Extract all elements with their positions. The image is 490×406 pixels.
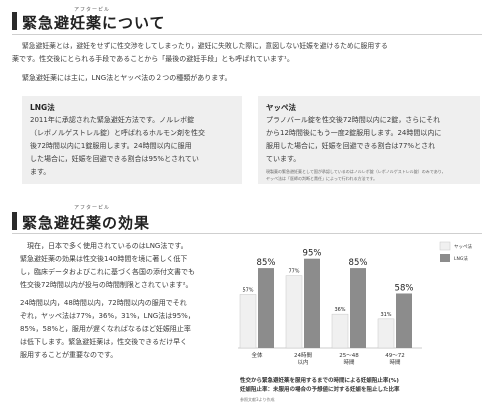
chart-caption: 性交から緊急避妊薬を服用するまでの時間による妊娠阻止率(%) [240,378,399,384]
types-paragraph: 緊急避妊薬には主に，LNG法とヤッペ法の２つの種類があります。 [22,74,232,82]
lng-line: ます。 [30,168,51,176]
effect-line: 85%，58%と，服用が遅くなればなるほど妊娠阻止率 [20,325,191,333]
heading-ruby: アフターピル [74,205,111,211]
bar-lng [304,258,320,348]
legend-label: ヤッペ法 [454,243,472,250]
bar-yuzpe [331,313,349,349]
bar-lng [350,268,366,348]
yuzpe-line: 服用した場合に，妊娠を回避できる割合は77%とされ [266,142,436,150]
bar-yuzpe [377,318,395,349]
effect-line: ぞれ，ヤッペ法は77%，36%，31%，LNG法は95%， [20,312,195,320]
category-label: 時間 [343,358,355,366]
yuzpe-line: から12時間後にもう一度2錠服用します。24時間以内に [266,129,442,137]
yuzpe-footnote: 現製薬の緊急避妊薬として国が承認しているのはノルレボ錠（レボノルゲストレル錠）の… [266,168,445,182]
lng-line: 2011年に承認された緊急避妊方法です。ノルレボ錠 [30,116,195,124]
category-label: 全体 [251,351,263,359]
category-label: 時間 [389,358,401,366]
intro-line: 緊急避妊薬とは，避妊をせずに性交渉をしてしまったり，避妊に失敗した際に，意図しな… [22,42,388,50]
data-label: 57% [242,287,253,293]
yuzpe-box-body: プラノバール錠を性交後72時間以内に2錠，さらにそれ から12時間後にもう一度2… [266,114,480,166]
category-label: 以内 [297,358,308,366]
data-label: 85% [349,258,368,268]
yuzpe-line: ています。 [266,155,301,163]
legend-label: LNG法 [454,255,468,262]
data-label: 58% [395,283,414,293]
legend-swatch [439,241,451,251]
data-label: 85% [257,258,276,268]
intro-line: 薬です。性交後にとられる手段であることから「最後の避妊手段」とも呼ばれています¹… [12,55,294,63]
effect-line: 服用することが重要なのです。 [20,351,118,359]
heading-bar-mark [12,12,17,30]
footnote-line: 現製薬の緊急避妊薬として国が承認しているのはノルレボ錠（レボノルゲストレル錠）の… [266,169,446,174]
section-title: 緊急避妊薬について [22,14,166,32]
effect-paragraph: 現在，日本で多く使用されているのはLNG法です。 緊急避妊薬の効果は性交後140… [20,240,232,362]
heading-bar-mark [12,212,17,230]
effect-line: 緊急避妊薬の効果は性交後140時間を境に著しく低下 [20,255,188,263]
legend-swatch [440,254,450,262]
lng-line: した場合に，妊娠を回避できる割合は95%とされてい [30,155,199,163]
effect-line: 現在，日本で多く使用されているのはLNG法です。 [27,242,188,250]
bar-yuzpe [239,294,257,349]
yuzpe-box-title: ヤッペ法 [266,103,296,112]
chart-caption-note: 妊娠阻止率：未服用の場合の予想値に対する妊娠を阻止した比率 [240,387,400,393]
effect-line: 性交後72時間以内が投与の時間制限とされています²。 [20,281,193,289]
data-label: 95% [303,249,322,259]
data-label: 31% [380,312,391,318]
heading-rule [12,233,482,234]
section-heading-effect: アフターピル 緊急避妊薬の効果 [12,202,482,234]
bar-lng [396,293,412,348]
lng-line: 後72時間以内に1錠服用します。24時間以内に服用 [30,142,192,150]
heading-ruby: アフターピル [74,7,111,13]
yuzpe-line: プラノバール錠を性交後72時間以内に2錠，さらにそれ [266,116,441,124]
yuzpe-method-box: ヤッペ法 プラノバール錠を性交後72時間以内に2錠，さらにそれ から12時間後に… [258,96,480,184]
chart-svg: 57%85%全体77%95%24時間以内36%85%25〜48時間31%58%4… [238,241,472,366]
lng-box-title: LNG法 [30,103,55,112]
intro-paragraph: 緊急避妊薬とは，避妊をせずに性交渉をしてしまったり，避妊に失敗した際に，意図しな… [12,40,482,66]
data-label: 36% [334,307,345,313]
category-label: 24時間 [294,351,312,359]
chart-source: 参照文献3より作成 [240,397,275,402]
heading-rule [12,34,482,35]
lng-method-box: LNG法 2011年に承認された緊急避妊方法です。ノルレボ錠 （レボノルゲストレ… [22,96,242,184]
bar-yuzpe [285,275,303,349]
lng-line: （レボノルゲストレル錠）と呼ばれるホルモン剤を性交 [30,129,205,137]
effect-line: は低下します。緊急避妊薬は，性交後できるだけ早く [20,338,188,346]
category-label: 25〜48 [339,353,359,359]
lng-box-body: 2011年に承認された緊急避妊方法です。ノルレボ錠 （レボノルゲストレル錠）と呼… [30,114,240,179]
bar-lng [258,268,274,348]
data-label: 77% [288,269,299,275]
footnote-line: ヤッペ法は「医師の判断と責任」によって行われる方法です。 [266,176,378,181]
efficacy-bar-chart: 57% 85% 全体 77% 95% 24時間 以内 36% 85% 25〜48 時間 31% 58% 4… [234,238,486,406]
effect-line: 24時間以内，48時間以内，72時間以内の服用でそれ [20,299,187,307]
category-label: 49〜72 [385,353,405,359]
section-heading-about: アフターピル 緊急避妊薬について [12,6,482,35]
effect-line: し，臨床データおよびこれに基づく各国の添付文書でも [20,268,195,276]
section-title: 緊急避妊薬の効果 [22,214,151,232]
